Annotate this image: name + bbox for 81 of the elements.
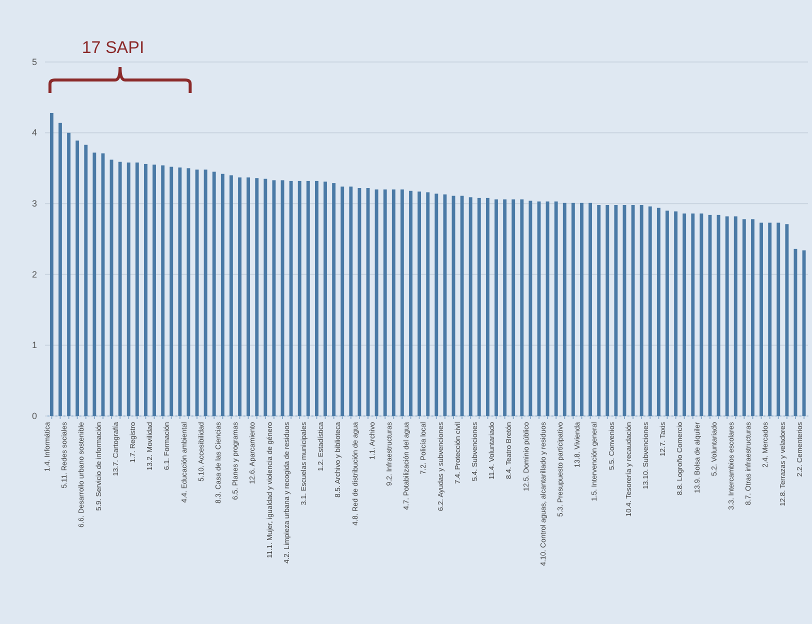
bar [503, 199, 507, 416]
bar [332, 183, 336, 416]
bar [443, 194, 447, 416]
bar [546, 201, 550, 416]
bar [298, 180, 302, 416]
bar [67, 132, 70, 416]
bar [648, 206, 652, 416]
bar [204, 170, 208, 416]
bar [76, 140, 80, 416]
bar [751, 219, 754, 416]
bar [494, 199, 498, 416]
bar [571, 202, 575, 416]
bar [700, 214, 704, 416]
bar [682, 214, 686, 416]
bar [666, 210, 669, 416]
bar [289, 180, 293, 416]
bar [400, 189, 404, 416]
y-tick-label: 4 [32, 128, 37, 138]
bar [768, 222, 772, 416]
bar [725, 216, 729, 416]
bar [118, 162, 122, 416]
bar [92, 152, 96, 416]
bar [358, 188, 362, 416]
bar [691, 214, 695, 416]
bar [238, 177, 242, 416]
bar [178, 167, 182, 416]
bar [468, 197, 472, 416]
bar [144, 164, 148, 416]
bar [656, 208, 660, 416]
bar [392, 189, 396, 416]
bar [126, 162, 130, 416]
bar [50, 112, 54, 416]
bar [418, 192, 422, 416]
bar [486, 198, 490, 416]
bar [84, 144, 88, 416]
text: 17 SAPI [82, 38, 144, 57]
bar [212, 172, 216, 416]
bar [409, 190, 412, 416]
bar [528, 200, 532, 416]
bar [776, 222, 780, 416]
bar [460, 196, 464, 416]
bar [588, 202, 592, 416]
bar [152, 164, 156, 416]
bar [674, 211, 678, 416]
bar [426, 192, 430, 416]
bar [520, 199, 524, 416]
bar [597, 205, 601, 416]
bar [785, 224, 789, 416]
bar [349, 186, 353, 416]
bar [255, 178, 259, 416]
bar [135, 162, 139, 416]
bar [606, 205, 610, 416]
bar [562, 202, 566, 416]
bar [640, 205, 644, 416]
bar [161, 165, 165, 416]
bar [220, 174, 224, 416]
y-tick-label: 5 [32, 56, 37, 67]
bar [760, 222, 763, 416]
bar [170, 166, 174, 416]
y-tick-label: 1 [32, 340, 37, 350]
bar [314, 180, 318, 416]
bar [434, 194, 438, 416]
bar [324, 182, 327, 416]
bar [554, 201, 558, 416]
bar [374, 189, 378, 416]
bar [383, 189, 387, 416]
bar [512, 199, 516, 416]
y-tick-label: 3 [32, 198, 37, 208]
bar [614, 205, 618, 416]
bar [264, 178, 268, 416]
bar [306, 180, 310, 416]
bar [742, 219, 746, 416]
bar [58, 122, 62, 416]
y-tick-label: 2 [32, 269, 37, 280]
bar [246, 177, 250, 416]
bar [580, 202, 584, 416]
bar [340, 186, 344, 416]
bar [477, 198, 481, 416]
bar [734, 216, 738, 416]
y-tick-label: 0 [32, 410, 37, 421]
bar [230, 175, 233, 416]
